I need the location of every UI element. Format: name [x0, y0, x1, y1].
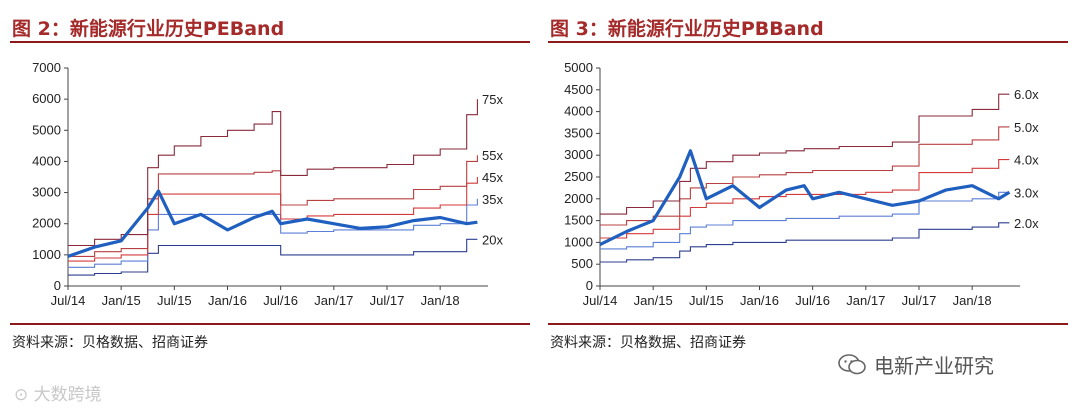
pe-band-chart: 0 1000 2000 3000 4000 5000 6000 7000 Jul/14 Jan/1… — [32, 60, 503, 308]
y-tick-label: 7000 — [32, 60, 61, 75]
x-tick-label: Jan/16 — [208, 293, 247, 308]
x-tick-label: Jul/14 — [51, 293, 86, 308]
title-rule — [548, 41, 1068, 43]
y-tick-label: 0 — [54, 278, 61, 293]
band-label-6.0x: 6.0x — [1014, 87, 1039, 102]
y-tick-label: 1000 — [564, 234, 593, 249]
y-tick-label: 3500 — [564, 125, 593, 140]
chart-title: 图 3：新能源行业历史PBBand — [550, 18, 824, 40]
pb-band-panel: 图 3：新能源行业历史PBBand 0 500 1000 1500 2000 2500 30… — [548, 0, 1068, 351]
pe-band-panel: 图 2：新能源行业历史PEBand 0 1000 2000 3000 4000 5000 6… — [10, 0, 530, 351]
y-tick-label: 2000 — [32, 216, 61, 231]
band-line-20x — [68, 238, 478, 276]
y-tick-label: 4000 — [32, 153, 61, 168]
x-tick-label: Jul/16 — [795, 293, 830, 308]
band-line-4.0x — [600, 159, 1010, 239]
band-label-75x: 75x — [482, 92, 503, 107]
y-tick-label: 4000 — [564, 104, 593, 119]
y-tick-label: 1000 — [32, 247, 61, 262]
pb-band-chart: 0 500 1000 1500 2000 2500 3000 3500 4000 4500 5000… — [564, 60, 1039, 308]
y-tick-label: 5000 — [32, 122, 61, 137]
x-tick-label: Jul/17 — [370, 293, 405, 308]
x-tick-label: Jul/14 — [583, 293, 618, 308]
band-label-55x: 55x — [482, 148, 503, 163]
x-tick-label: Jan/18 — [953, 293, 992, 308]
y-tick-label: 2000 — [564, 191, 593, 206]
y-tick-label: 2500 — [564, 169, 593, 184]
watermark-icon: ⊙ — [14, 385, 34, 405]
watermark-right-text: 电新产业研究 — [874, 354, 994, 378]
wechat-icon — [838, 353, 866, 376]
band-line-45x — [68, 177, 478, 262]
band-label-45x: 45x — [482, 170, 503, 185]
source-rule — [10, 323, 530, 325]
band-line-2.0x — [600, 222, 1010, 263]
price-line — [599, 149, 1011, 247]
x-tick-label: Jul/17 — [902, 293, 937, 308]
band-label-2.0x: 2.0x — [1014, 216, 1039, 231]
y-tick-label: 500 — [571, 256, 593, 271]
source-note: 资料来源：贝格数据、招商证券 — [550, 335, 746, 351]
band-line-6.0x — [600, 93, 1010, 215]
chart-title: 图 2：新能源行业历史PEBand — [12, 18, 285, 40]
band-label-20x: 20x — [482, 232, 503, 247]
source-rule — [548, 323, 1068, 325]
band-label-3.0x: 3.0x — [1014, 185, 1039, 200]
watermark-logo: ⊙ 大数跨境 — [14, 380, 102, 405]
x-tick-label: Jul/16 — [263, 293, 298, 308]
band-line-75x — [68, 99, 478, 247]
y-tick-label: 1500 — [564, 213, 593, 228]
y-tick-label: 0 — [586, 278, 593, 293]
y-tick-label: 5000 — [564, 60, 593, 75]
y-tick-label: 6000 — [32, 91, 61, 106]
y-tick-label: 4500 — [564, 82, 593, 97]
x-tick-label: Jan/15 — [102, 293, 141, 308]
price-line — [67, 189, 478, 258]
wechat-watermark: 电新产业研究 — [838, 350, 994, 379]
x-tick-label: Jan/17 — [846, 293, 885, 308]
band-line-5.0x — [600, 126, 1010, 226]
source-note: 资料来源：贝格数据、招商证券 — [12, 335, 208, 351]
band-label-35x: 35x — [482, 192, 503, 207]
watermark-left-text: 大数跨境 — [33, 385, 102, 405]
band-label-5.0x: 5.0x — [1014, 120, 1039, 135]
x-tick-label: Jan/17 — [314, 293, 353, 308]
y-tick-label: 3000 — [564, 147, 593, 162]
x-tick-label: Jan/18 — [421, 293, 460, 308]
y-tick-label: 3000 — [32, 185, 61, 200]
x-tick-label: Jul/15 — [689, 293, 724, 308]
band-line-55x — [68, 155, 478, 257]
x-tick-label: Jan/16 — [740, 293, 779, 308]
x-tick-label: Jan/15 — [634, 293, 673, 308]
band-label-4.0x: 4.0x — [1014, 153, 1039, 168]
x-tick-label: Jul/15 — [157, 293, 192, 308]
title-rule — [10, 41, 530, 43]
band-line-3.0x — [600, 191, 1010, 250]
